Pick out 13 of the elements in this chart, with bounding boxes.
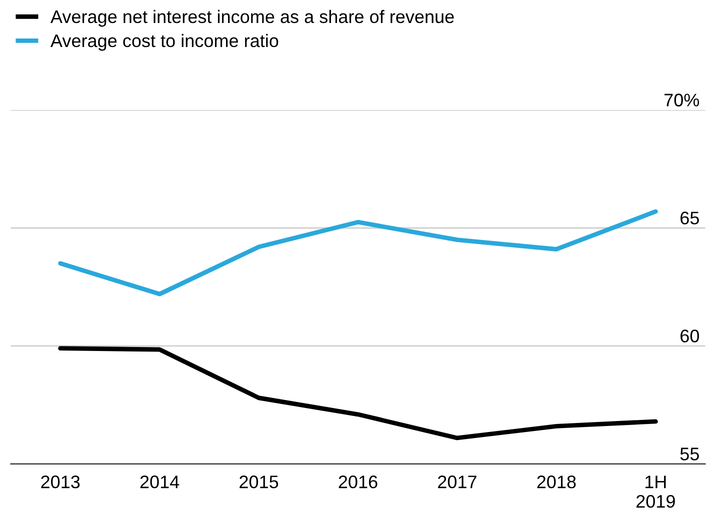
y-tick-label: 70% bbox=[664, 94, 700, 106]
legend-label: Average cost to income ratio bbox=[50, 34, 278, 51]
legend-label: Average net interest income as a share of revenue bbox=[50, 10, 454, 27]
x-tick-label: 2017 bbox=[438, 476, 476, 488]
x-tick-label: 2018 bbox=[537, 476, 576, 488]
x-tick-label: 2015 bbox=[240, 476, 278, 488]
x-tick-label: 2016 bbox=[338, 476, 378, 488]
x-tick-label: 2014 bbox=[140, 476, 180, 488]
x-tick-label: 2013 bbox=[41, 476, 80, 488]
y-tick-label: 55 bbox=[680, 448, 699, 460]
x-tick-label: 1H 2019 bbox=[636, 476, 675, 508]
y-tick-label: 65 bbox=[680, 212, 699, 224]
y-tick-label: 60 bbox=[680, 330, 699, 342]
